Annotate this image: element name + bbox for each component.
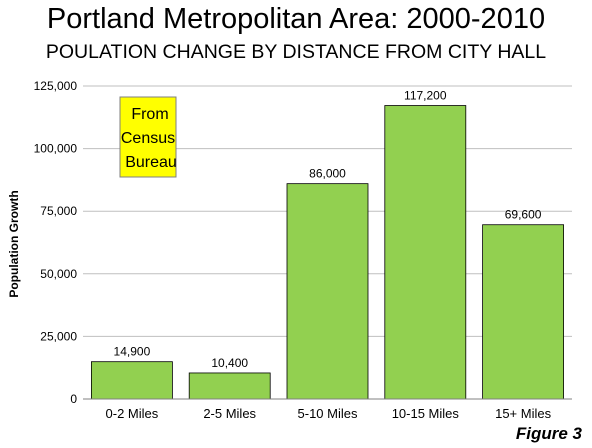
y-tick-label: 0	[70, 392, 77, 406]
x-tick-label: 10-15 Miles	[392, 406, 460, 421]
data-label: 86,000	[309, 167, 346, 181]
annotation-line-3: Bureau	[125, 154, 177, 171]
x-tick-label: 2-5 Miles	[203, 406, 256, 421]
bar	[188, 372, 271, 400]
y-axis-label: Population Growth	[7, 190, 21, 297]
x-axis-ticks: 0-2 Miles 2-5 Miles 5-10 Miles 10-15 Miles 1…	[106, 406, 552, 421]
annotation-line-2: Census	[121, 130, 175, 147]
data-labels: 14,900 10,400 86,000 117,200 69,600	[114, 89, 542, 370]
y-tick-label: 25,000	[40, 329, 77, 343]
annotation-line-1: From	[131, 106, 168, 123]
census-bureau-annotation: From Census Bureau	[119, 96, 177, 178]
y-tick-label: 100,000	[34, 142, 78, 156]
y-tick-label: 50,000	[40, 267, 77, 281]
chart-title: Portland Metropolitan Area: 2000-2010	[46, 3, 546, 35]
y-tick-label: 75,000	[40, 204, 77, 218]
bar	[286, 183, 369, 400]
y-tick-label: 125,000	[34, 79, 78, 93]
data-label: 10,400	[211, 356, 248, 370]
data-label: 69,600	[505, 208, 542, 222]
x-tick-label: 5-10 Miles	[298, 406, 358, 421]
data-label: 14,900	[114, 345, 151, 359]
chart-subtitle: POULATION CHANGE BY DISTANCE FROM CITY H…	[45, 41, 547, 63]
bar	[482, 224, 565, 400]
figure-label: Figure 3	[515, 424, 582, 443]
x-tick-label: 0-2 Miles	[106, 406, 159, 421]
annotation-box	[119, 96, 177, 178]
y-axis-ticks: 0 25,000 50,000 75,000 100,000 125,000	[34, 79, 78, 406]
bars	[91, 105, 565, 400]
data-label: 117,200	[404, 89, 447, 103]
bar	[91, 361, 173, 400]
bar	[384, 105, 467, 400]
x-tick-label: 15+ Miles	[495, 406, 551, 421]
